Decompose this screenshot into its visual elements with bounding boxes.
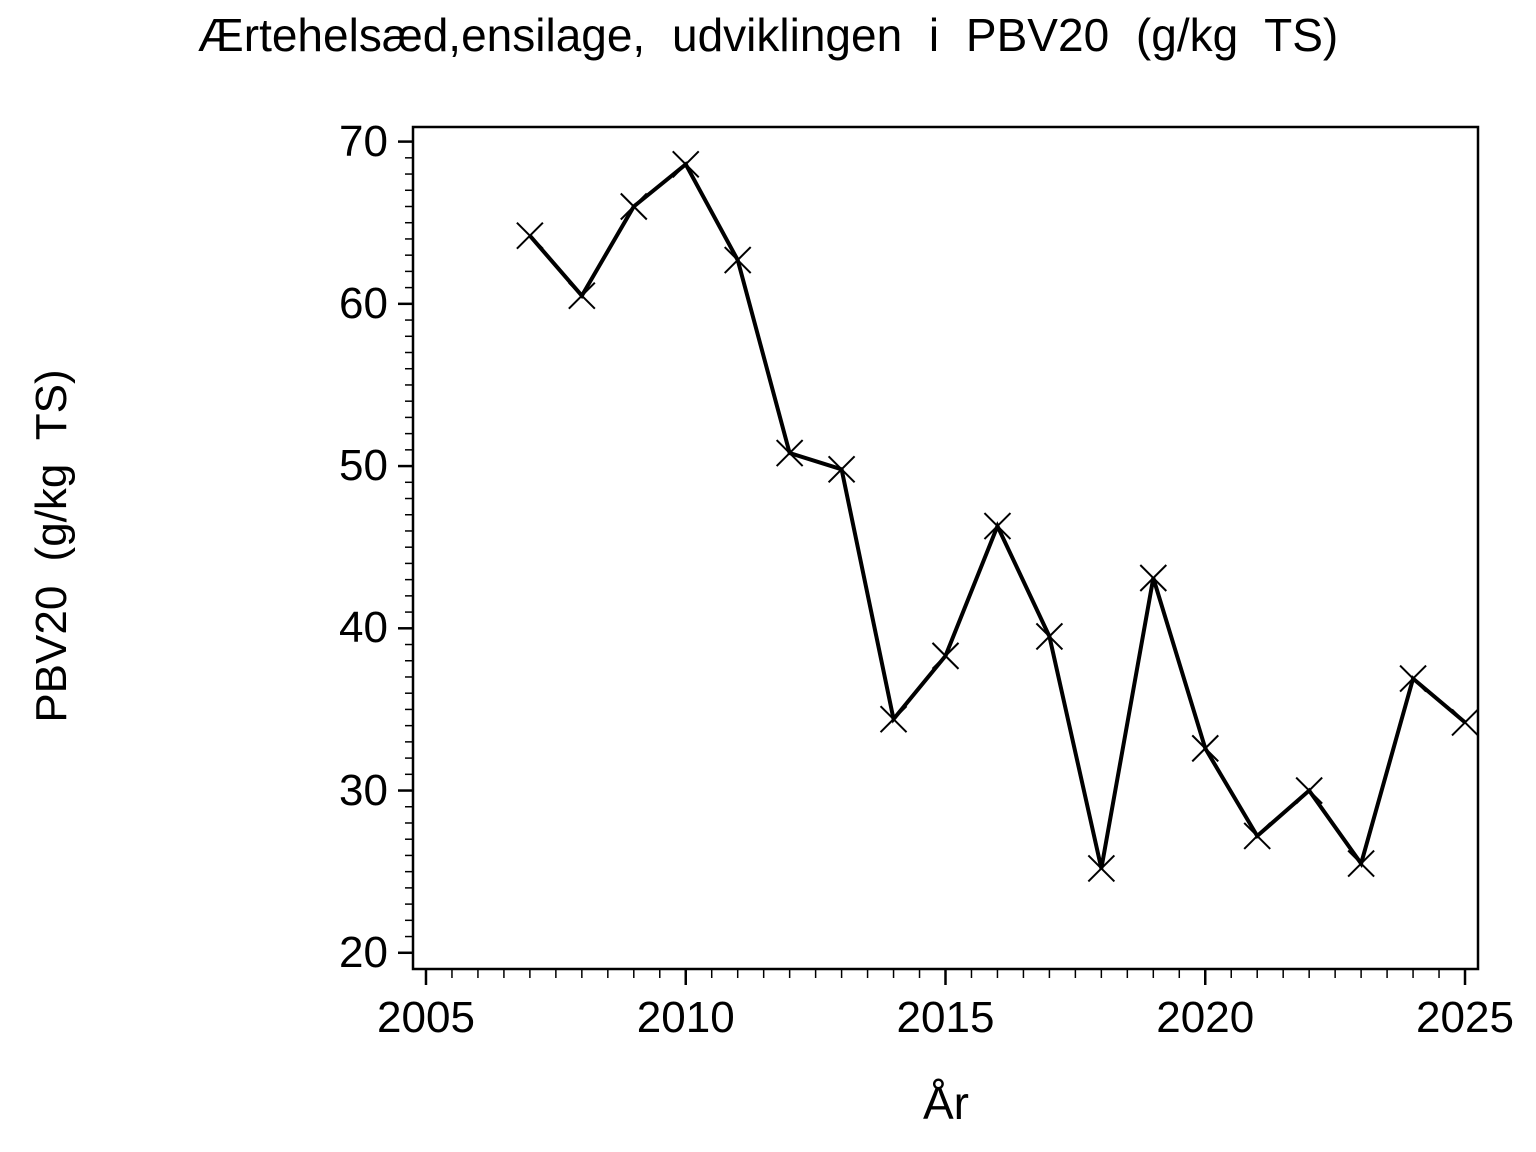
y-tick-label: 30 (339, 765, 388, 815)
y-tick-label: 70 (339, 116, 388, 166)
data-point-marker (775, 439, 804, 467)
y-tick-label: 40 (339, 603, 388, 653)
data-point-marker (1191, 734, 1219, 763)
x-axis-label: År (923, 1077, 969, 1129)
data-point-marker (1399, 664, 1427, 693)
data-point-marker (1347, 849, 1375, 878)
data-point-marker (723, 246, 752, 274)
data-point-marker (983, 512, 1012, 540)
data-line (528, 161, 1467, 869)
x-tick-label: 2005 (377, 993, 475, 1042)
x-tick-label: 2025 (1416, 993, 1514, 1042)
x-tick-label: 2015 (896, 993, 995, 1042)
data-point-marker (620, 192, 648, 221)
y-tick-label: 60 (339, 278, 388, 328)
y-tick-label: 50 (339, 441, 388, 491)
data-point-marker (516, 221, 544, 250)
data-point-marker (1139, 564, 1168, 592)
chart-title: Ærtehelsæd,ensilage, udviklingen i PBV20… (197, 9, 1339, 61)
y-tick-label: 20 (339, 927, 388, 977)
data-point-marker (1451, 708, 1479, 737)
data-point-marker (1295, 776, 1323, 805)
data-point-marker (931, 642, 960, 670)
data-point-marker (879, 705, 908, 733)
data-point-marker (827, 455, 856, 484)
data-point-marker (568, 282, 596, 310)
data-point-marker (1087, 854, 1116, 883)
x-tick-label: 2010 (636, 993, 735, 1042)
data-point-marker (1243, 822, 1271, 850)
x-tick-label: 2020 (1156, 993, 1255, 1042)
data-point-marker (1035, 622, 1064, 651)
data-point-marker (672, 150, 700, 179)
plot-frame (411, 125, 1480, 971)
